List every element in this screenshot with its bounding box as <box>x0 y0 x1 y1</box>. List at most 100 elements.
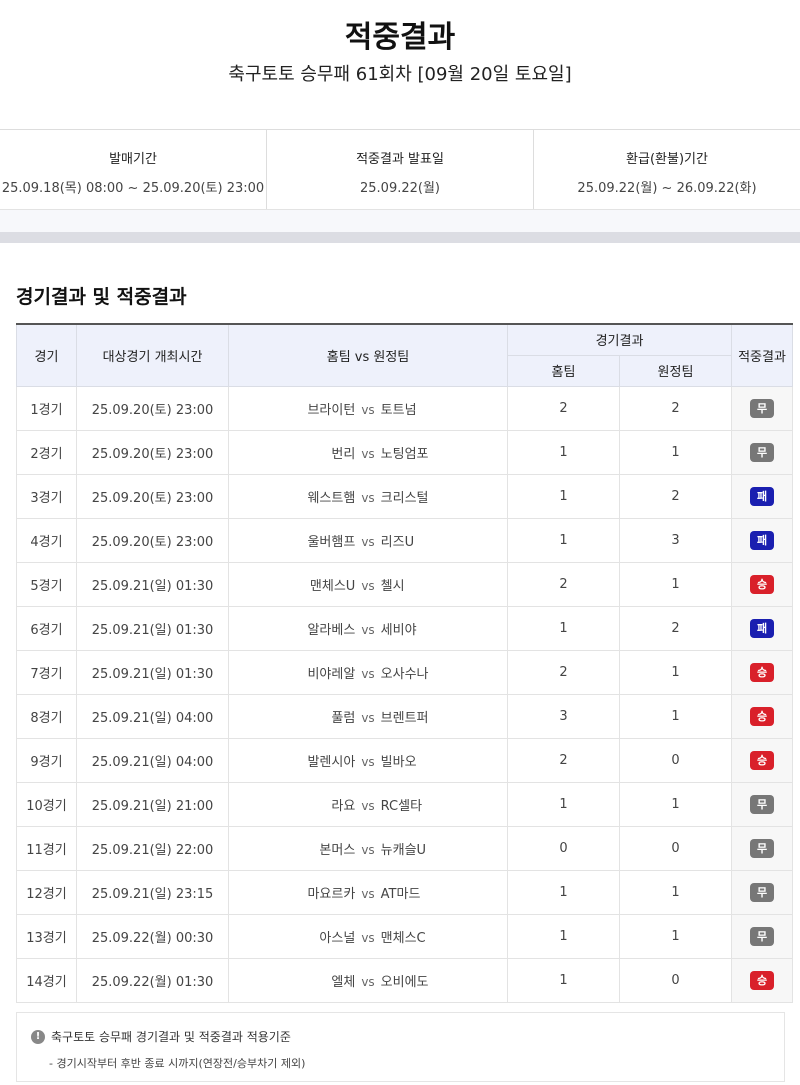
away-score: 1 <box>619 781 732 827</box>
outcome-cell: 승 <box>731 957 793 1003</box>
table-row: 7경기 25.09.21(일) 01:30 비야레알 vs 오사수나 2 1 승 <box>16 649 793 695</box>
page-title: 적중결과 <box>344 20 456 55</box>
home-score: 2 <box>507 649 620 695</box>
outcome-badge: 승 <box>750 750 774 770</box>
vs-label: vs <box>361 578 375 593</box>
page-subtitle: 축구토토 승무패 61회차 [09월 20일 토요일] <box>228 64 572 85</box>
home-score: 1 <box>507 429 620 475</box>
notice-box: ! 축구토토 승무패 경기결과 및 적중결과 적용기준 - 경기시작부터 후반 종… <box>16 1012 785 1082</box>
info-label: 환급(환불)기간 <box>626 152 708 167</box>
home-team: 발렌시아 <box>307 754 356 770</box>
info-sale-period: 발매기간 25.09.18(목) 08:00 ~ 25.09.20(토) 23:0… <box>0 130 267 209</box>
info-label: 발매기간 <box>109 152 157 167</box>
section-title: 경기결과 및 적중결과 <box>16 286 187 308</box>
home-team: 마요르카 <box>307 886 356 902</box>
info-refund-period: 환급(환불)기간 25.09.22(월) ~ 26.09.22(화) <box>534 130 800 209</box>
home-score: 2 <box>507 561 620 607</box>
outcome-badge: 무 <box>750 838 774 858</box>
table-row: 13경기 25.09.22(월) 00:30 아스널 vs 맨체스C 1 1 무 <box>16 913 793 959</box>
game-time: 25.09.21(일) 21:00 <box>76 781 229 827</box>
notice-text: - 경기시작부터 후반 종료 시까지(연장전/승부차기 제외) <box>49 1057 306 1070</box>
outcome-cell: 승 <box>731 737 793 783</box>
away-team: 맨체스C <box>380 930 426 946</box>
home-score: 3 <box>507 693 620 739</box>
table-row: 12경기 25.09.21(일) 23:15 마요르카 vs AT마드 1 1 무 <box>16 869 793 915</box>
teams: 풀럼 vs 브렌트퍼 <box>228 693 508 739</box>
info-panel: 발매기간 25.09.18(목) 08:00 ~ 25.09.20(토) 23:0… <box>0 129 800 210</box>
header-home-score: 홈팀 <box>507 354 620 387</box>
table-row: 14경기 25.09.22(월) 01:30 엘체 vs 오비에도 1 0 승 <box>16 957 793 1003</box>
game-number: 7경기 <box>16 649 77 695</box>
teams: 라요 vs RC셀타 <box>228 781 508 827</box>
teams: 발렌시아 vs 빌바오 <box>228 737 508 783</box>
outcome-cell: 무 <box>731 825 793 871</box>
away-score: 2 <box>619 605 732 651</box>
home-team: 라요 <box>331 798 356 814</box>
header-game: 경기 <box>16 323 77 387</box>
away-team: 오비에도 <box>380 974 429 990</box>
home-team: 풀럼 <box>331 710 356 726</box>
home-team: 엘체 <box>331 974 356 990</box>
away-score: 0 <box>619 825 732 871</box>
game-number: 3경기 <box>16 473 77 519</box>
away-score: 1 <box>619 429 732 475</box>
game-time: 25.09.21(일) 22:00 <box>76 825 229 871</box>
home-team: 비야레알 <box>307 666 356 682</box>
away-team: 브렌트퍼 <box>380 710 429 726</box>
results-table: 경기 대상경기 개최시간 홈팀 vs 원정팀 경기결과 적중결과 홈팀 원정팀 … <box>16 323 793 1003</box>
vs-label: vs <box>361 754 375 769</box>
home-score: 1 <box>507 869 620 915</box>
outcome-cell: 무 <box>731 869 793 915</box>
away-team: 리즈U <box>380 534 415 550</box>
info-announce-date: 적중결과 발표일 25.09.22(월) <box>267 130 534 209</box>
outcome-cell: 패 <box>731 605 793 651</box>
outcome-cell: 무 <box>731 781 793 827</box>
home-score: 1 <box>507 517 620 563</box>
away-team: 오사수나 <box>380 666 429 682</box>
home-score: 2 <box>507 737 620 783</box>
game-number: 12경기 <box>16 869 77 915</box>
table-row: 4경기 25.09.20(토) 23:00 울버햄프 vs 리즈U 1 3 패 <box>16 517 793 563</box>
table-row: 8경기 25.09.21(일) 04:00 풀럼 vs 브렌트퍼 3 1 승 <box>16 693 793 739</box>
divider <box>0 232 800 243</box>
table-row: 9경기 25.09.21(일) 04:00 발렌시아 vs 빌바오 2 0 승 <box>16 737 793 783</box>
outcome-badge: 무 <box>750 926 774 946</box>
teams: 맨체스U vs 첼시 <box>228 561 508 607</box>
vs-label: vs <box>361 622 375 637</box>
vs-label: vs <box>361 930 375 945</box>
game-number: 8경기 <box>16 693 77 739</box>
outcome-cell: 무 <box>731 385 793 431</box>
home-score: 1 <box>507 781 620 827</box>
vs-label: vs <box>361 886 375 901</box>
away-team: 세비야 <box>380 622 417 638</box>
away-team: 첼시 <box>380 578 405 594</box>
header-teams: 홈팀 vs 원정팀 <box>228 323 508 387</box>
table-row: 10경기 25.09.21(일) 21:00 라요 vs RC셀타 1 1 무 <box>16 781 793 827</box>
away-team: RC셀타 <box>380 798 423 814</box>
table-row: 1경기 25.09.20(토) 23:00 브라이턴 vs 토트넘 2 2 무 <box>16 385 793 431</box>
home-score: 0 <box>507 825 620 871</box>
away-team: AT마드 <box>380 886 421 902</box>
game-number: 1경기 <box>16 385 77 431</box>
game-number: 10경기 <box>16 781 77 827</box>
game-time: 25.09.20(토) 23:00 <box>76 385 229 431</box>
vs-label: vs <box>361 710 375 725</box>
game-time: 25.09.20(토) 23:00 <box>76 429 229 475</box>
outcome-badge: 무 <box>750 794 774 814</box>
outcome-cell: 패 <box>731 473 793 519</box>
home-team: 브라이턴 <box>307 402 356 418</box>
game-time: 25.09.22(월) 00:30 <box>76 913 229 959</box>
game-number: 4경기 <box>16 517 77 563</box>
game-number: 14경기 <box>16 957 77 1003</box>
outcome-cell: 패 <box>731 517 793 563</box>
outcome-badge: 승 <box>750 662 774 682</box>
outcome-badge: 패 <box>750 486 774 506</box>
info-label: 적중결과 발표일 <box>356 152 444 167</box>
game-time: 25.09.21(일) 01:30 <box>76 561 229 607</box>
teams: 웨스트햄 vs 크리스털 <box>228 473 508 519</box>
away-score: 3 <box>619 517 732 563</box>
outcome-badge: 승 <box>750 970 774 990</box>
away-team: 빌바오 <box>380 754 417 770</box>
home-team: 맨체스U <box>309 578 356 594</box>
game-time: 25.09.21(일) 23:15 <box>76 869 229 915</box>
